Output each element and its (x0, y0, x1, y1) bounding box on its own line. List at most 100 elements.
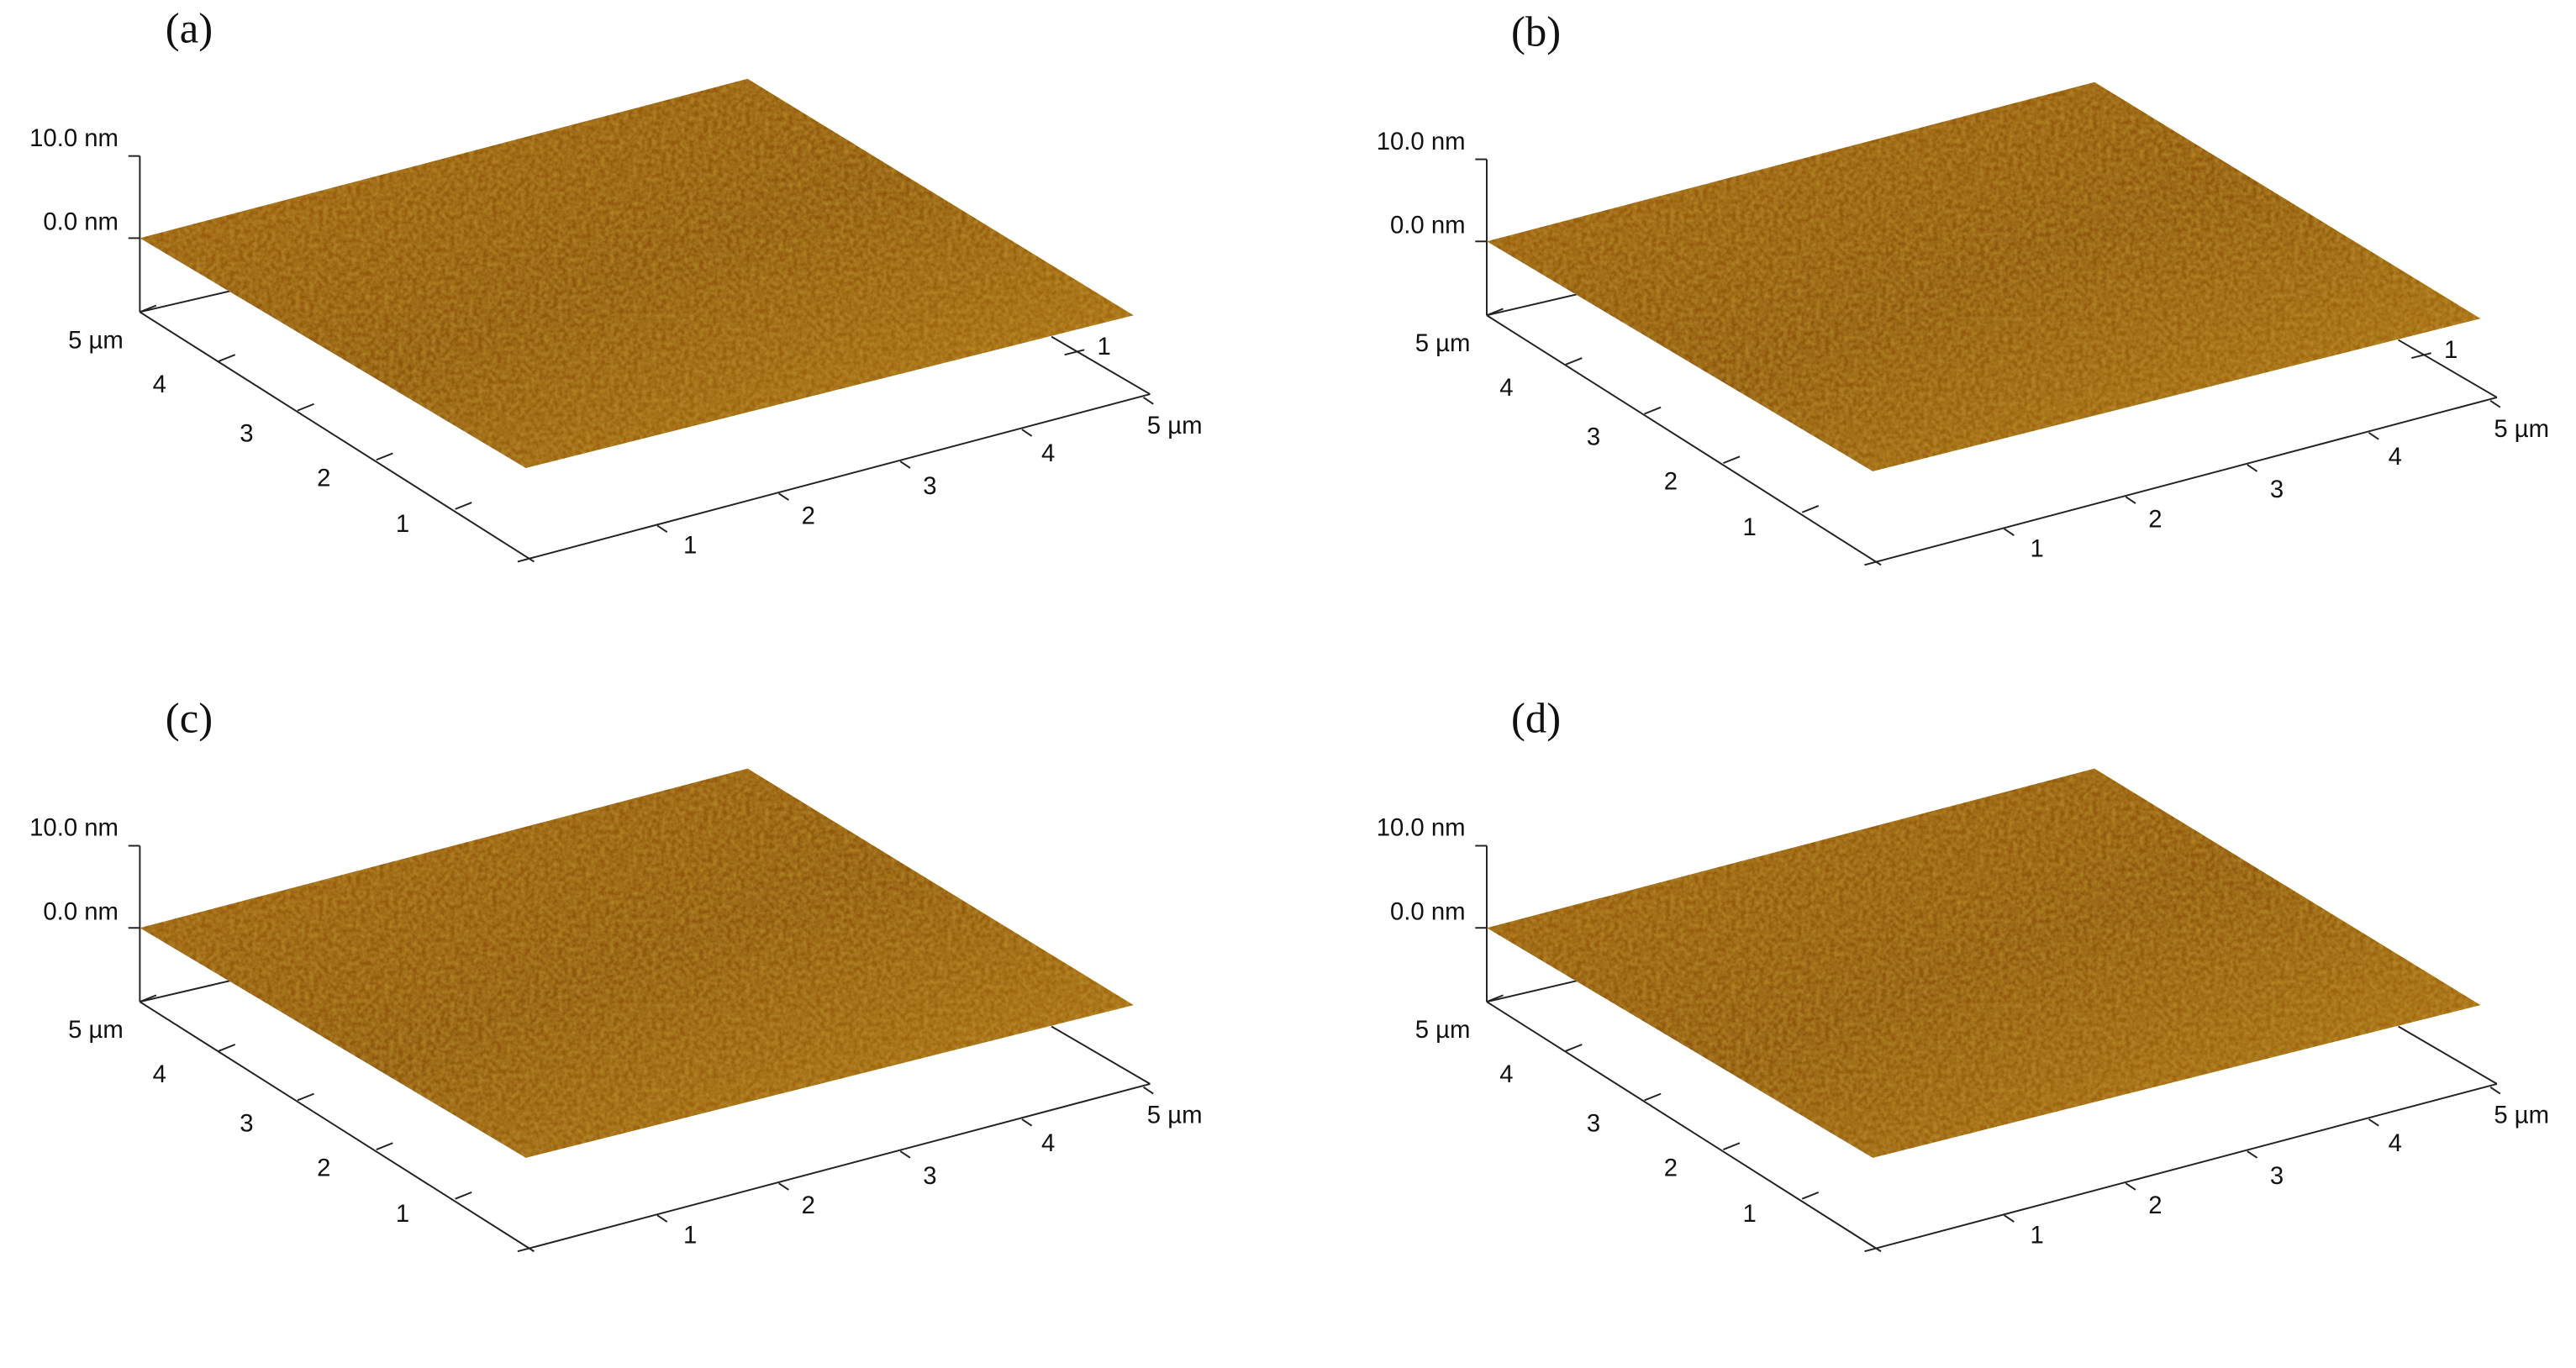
left-axis-label: 4 (153, 1060, 166, 1088)
right-axis-tick (778, 492, 789, 501)
left-axis-tick (1723, 1142, 1741, 1150)
left-axis-label: 2 (1664, 467, 1678, 495)
right-axis-tick (899, 1150, 911, 1159)
right-axis-label: 3 (923, 472, 936, 500)
left-axis (139, 311, 535, 563)
left-axis-label: 4 (1499, 1060, 1513, 1088)
right-axis-label: 5 µm (1147, 412, 1203, 439)
left-axis (1486, 1001, 1882, 1253)
afm-panel: (c) 10.0 nm 0.0 nm 5 µm 4 3 2 1 1 2 3 4 5 µm (29, 695, 1203, 1253)
right-axis-label: 4 (1041, 1129, 1055, 1157)
corner-tick (2411, 352, 2431, 360)
left-axis-tick (1565, 357, 1583, 366)
afm-panel: (a) 10.0 nm 0.0 nm 5 µm 4 3 2 1 1 2 3 4 5 µm 1 (29, 5, 1203, 563)
right-axis-tick (656, 1214, 668, 1223)
back-axis (2398, 339, 2498, 398)
left-axis-tick (376, 452, 393, 461)
afm-panel: (b) 10.0 nm 0.0 nm 5 µm 4 3 2 1 1 2 3 4 5 µm 1 (1377, 8, 2549, 566)
right-axis (517, 393, 1151, 563)
right-axis-label: 3 (923, 1162, 936, 1190)
left-axis-tick (140, 994, 157, 1003)
right-axis-label: 5 µm (2494, 1102, 2549, 1129)
corner-tick (1064, 349, 1085, 356)
corner-label: 1 (1097, 333, 1110, 360)
back-axis (2398, 1025, 2498, 1085)
right-axis-label: 3 (2270, 476, 2284, 503)
left-axis-label: 5 µm (1415, 1016, 1471, 1044)
afm-panel: (d) 10.0 nm 0.0 nm 5 µm 4 3 2 1 1 2 3 4 5 µm (1377, 695, 2549, 1253)
z-label: 10.0 nm (29, 124, 119, 152)
afm-surface (140, 78, 1134, 468)
left-axis-label: 3 (1587, 424, 1600, 451)
left-axis-tick (455, 502, 472, 510)
left-axis-label: 2 (317, 1154, 330, 1181)
right-axis-label: 1 (2031, 1221, 2044, 1249)
left-axis-label: 5 µm (68, 326, 124, 354)
left-axis-label: 3 (1587, 1110, 1600, 1138)
left-axis-label: 5 µm (68, 1016, 124, 1044)
afm-surface (1486, 82, 2481, 471)
left-axis-label: 4 (1499, 374, 1513, 402)
right-axis-tick (778, 1182, 789, 1191)
right-axis-label: 4 (2389, 443, 2402, 471)
left-axis-tick (140, 304, 157, 313)
right-axis-label: 2 (802, 502, 815, 529)
left-axis-label: 1 (1743, 1200, 1757, 1228)
right-axis-tick (2489, 1086, 2501, 1095)
right-axis-tick (2125, 496, 2136, 504)
left-axis-label: 1 (396, 510, 409, 538)
left-axis-label: 3 (240, 420, 253, 448)
right-axis-tick (1021, 1118, 1033, 1127)
right-axis-label: 1 (683, 532, 697, 560)
right-axis-label: 5 µm (1147, 1102, 1203, 1129)
back-axis (1051, 1025, 1151, 1085)
right-axis-tick (656, 524, 668, 534)
left-axis-tick (1801, 505, 1820, 513)
right-axis-tick (2368, 1118, 2379, 1127)
left-axis-tick (297, 403, 314, 412)
right-axis-tick (1142, 397, 1154, 405)
left-axis-tick (1644, 1092, 1662, 1102)
z-label: 10.0 nm (29, 814, 119, 842)
right-axis (517, 1082, 1151, 1253)
left-axis-label: 4 (153, 371, 166, 398)
left-axis-label: 3 (240, 1110, 253, 1138)
left-axis-label: 2 (317, 464, 330, 492)
left-axis-label: 5 µm (1415, 329, 1471, 357)
right-axis-tick (2368, 432, 2379, 440)
left-axis-tick (1801, 1191, 1820, 1200)
left-axis-tick (218, 354, 236, 362)
right-axis-label: 1 (2031, 534, 2044, 562)
left-axis-label: 1 (396, 1200, 409, 1228)
right-axis-tick (1021, 429, 1033, 437)
right-axis-label: 4 (1041, 439, 1055, 467)
right-axis-tick (2247, 1150, 2258, 1159)
z-label: 10.0 nm (1377, 814, 1466, 842)
right-axis-label: 1 (683, 1221, 697, 1249)
left-axis (139, 1001, 535, 1253)
z-label: 0.0 nm (1390, 897, 1466, 925)
right-axis-label: 2 (2148, 505, 2162, 533)
z-label: 10.0 nm (1377, 128, 1466, 155)
left-axis-tick (218, 1044, 236, 1052)
right-axis (1864, 1082, 2498, 1253)
left-axis-tick (1644, 406, 1662, 415)
left-axis-label: 1 (1743, 513, 1757, 541)
left-axis-tick (455, 1191, 472, 1200)
right-axis (1864, 397, 2498, 566)
left-axis-tick (1723, 455, 1741, 465)
right-axis-label: 5 µm (2494, 415, 2549, 443)
panel-label: (c) (166, 695, 213, 742)
z-label: 0.0 nm (1390, 211, 1466, 239)
right-axis-label: 4 (2389, 1129, 2402, 1157)
z-label: 0.0 nm (43, 208, 119, 236)
right-axis-tick (1142, 1086, 1154, 1095)
left-axis-tick (376, 1142, 393, 1150)
right-axis-tick (899, 460, 911, 469)
corner-label: 1 (2444, 336, 2457, 364)
left-axis-tick (1486, 994, 1504, 1003)
panel-label: (d) (1511, 695, 1561, 742)
right-axis-label: 3 (2270, 1162, 2284, 1190)
panel-label: (b) (1511, 8, 1561, 55)
